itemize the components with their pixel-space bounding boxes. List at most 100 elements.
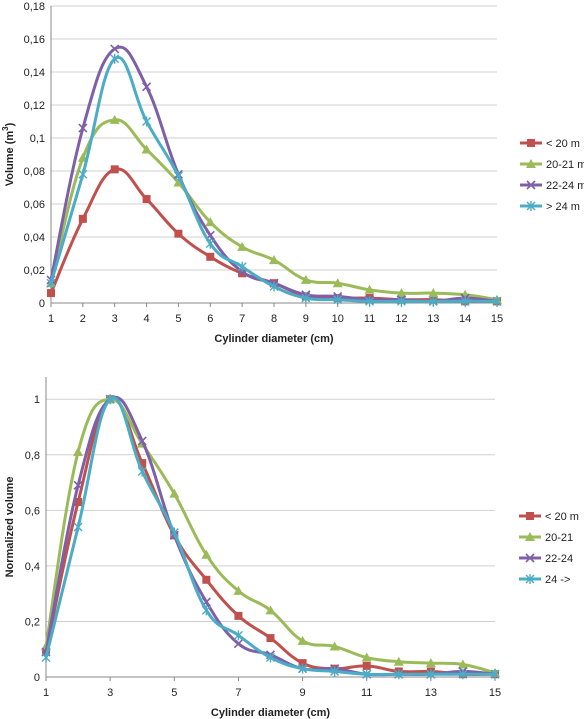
data-point <box>265 605 276 615</box>
data-point <box>233 585 244 595</box>
data-point <box>41 652 51 663</box>
y-tick-label: 0,8 <box>25 450 40 462</box>
data-point <box>297 635 308 645</box>
legend-marker <box>526 201 536 211</box>
data-point <box>205 238 215 249</box>
data-point <box>137 466 147 477</box>
series-0 <box>42 395 499 679</box>
data-point <box>393 656 404 666</box>
y-axis-title: Normalized volume <box>4 477 16 578</box>
series-1 <box>46 114 502 304</box>
data-point <box>174 229 183 238</box>
legend-item: 20-21 m <box>520 159 584 171</box>
data-point <box>490 669 500 680</box>
y-axis-title-end: ) <box>4 122 16 126</box>
series-line <box>44 396 495 676</box>
data-point <box>201 605 211 616</box>
data-point <box>74 498 83 506</box>
data-point <box>78 214 87 223</box>
y-tick-label: 0,02 <box>24 265 45 277</box>
legend-marker <box>526 512 534 520</box>
data-point <box>78 123 88 133</box>
y-tick-label: 0,12 <box>24 100 45 112</box>
y-tick-label: 0,08 <box>24 166 45 178</box>
x-tick-label: 5 <box>175 313 181 325</box>
series-line <box>49 118 498 302</box>
legend-marker <box>525 532 535 541</box>
data-point <box>457 659 468 669</box>
legend-marker <box>526 159 536 168</box>
data-point <box>298 659 307 668</box>
data-point <box>426 669 436 680</box>
legend-item: > 24 m <box>520 201 580 213</box>
x-tick-label: 3 <box>107 687 113 699</box>
data-point <box>46 278 56 289</box>
legend-marker <box>525 574 535 584</box>
data-point <box>202 575 211 584</box>
data-point <box>105 394 115 405</box>
data-point <box>234 611 243 620</box>
data-point <box>205 217 216 227</box>
data-point <box>73 447 84 456</box>
y-tick-label: 0,18 <box>24 1 45 13</box>
x-tick-label: 10 <box>332 313 344 325</box>
data-point <box>428 288 439 298</box>
y-tick-label: 0,2 <box>25 616 40 628</box>
data-point <box>110 53 120 64</box>
legend-item: 24 -> <box>519 574 570 586</box>
x-tick-label: 8 <box>271 313 277 325</box>
x-tick-label: 9 <box>300 687 306 699</box>
data-point <box>233 630 243 641</box>
legend-label: 20-21 m <box>546 159 584 171</box>
data-point <box>109 114 120 124</box>
legend-item: 22-24 <box>519 553 573 565</box>
x-tick-label: 13 <box>425 687 437 699</box>
data-point <box>396 288 407 298</box>
legend-label: 24 -> <box>545 574 570 586</box>
legend-item: 20-21 <box>519 532 573 544</box>
y-tick-label: 1 <box>34 394 40 406</box>
data-point <box>333 294 343 305</box>
data-point <box>269 281 279 292</box>
series-3 <box>41 394 500 680</box>
data-point <box>237 261 247 272</box>
legend-marker <box>527 139 535 147</box>
data-point <box>364 284 375 294</box>
x-tick-label: 7 <box>235 687 241 699</box>
data-point <box>329 641 340 651</box>
data-point <box>141 144 152 154</box>
x-tick-label: 5 <box>171 687 177 699</box>
legend-label: 22-24 <box>545 553 573 565</box>
data-point <box>78 169 88 180</box>
data-point <box>142 195 151 204</box>
series-2 <box>46 44 502 306</box>
data-point <box>301 293 311 304</box>
x-tick-label: 1 <box>43 687 49 699</box>
y-axis-title-superscript: 3 <box>1 126 10 131</box>
series-3 <box>46 53 502 307</box>
data-point <box>425 658 436 668</box>
data-point <box>362 669 372 680</box>
y-axis-title-main: Volume (m <box>4 131 16 187</box>
legend-label: < 20 m <box>545 511 579 523</box>
chart-volume: 00,020,040,060,080,10,120,140,160,181 2 3 4… <box>1 1 584 345</box>
x-tick-label: 2 <box>80 313 86 325</box>
legend-item: < 20 m <box>520 138 580 150</box>
legend-label: 22-24 m <box>546 180 584 192</box>
y-tick-label: 0,04 <box>24 232 45 244</box>
series-line <box>49 55 497 304</box>
x-tick-label: 11 <box>361 687 372 699</box>
x-tick-label: 4 <box>144 313 150 325</box>
data-point <box>137 436 147 446</box>
data-point <box>365 296 375 307</box>
data-point <box>206 252 215 261</box>
data-point <box>201 549 212 559</box>
data-point <box>300 274 311 284</box>
data-point <box>266 652 275 663</box>
legend-label: > 24 m <box>546 201 580 213</box>
data-point <box>47 289 55 298</box>
y-tick-label: 0 <box>39 298 45 310</box>
x-tick-label: 7 <box>239 313 245 325</box>
data-point <box>362 661 371 670</box>
